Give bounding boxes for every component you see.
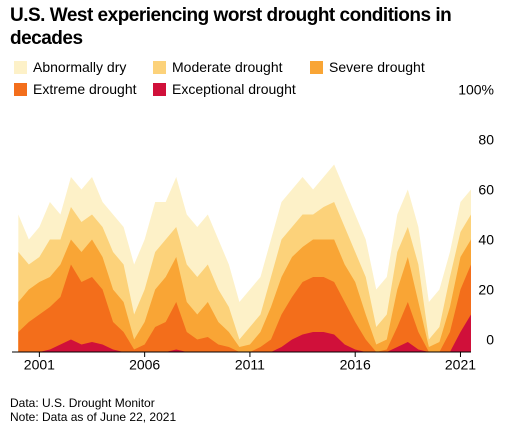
source-note: Data: U.S. Drought Monitor: [10, 396, 155, 410]
area: [18, 239, 471, 352]
chart-title: U.S. West experiencing worst drought con…: [10, 5, 452, 49]
x-tick-label: 2011: [235, 357, 265, 373]
y-tick-label: 80: [478, 132, 494, 148]
date-note: Note: Data as of June 22, 2021: [10, 410, 177, 424]
legend-swatch: [153, 60, 166, 74]
legend-swatch: [310, 60, 323, 74]
area: [18, 314, 471, 352]
legend-swatch: [14, 60, 27, 74]
x-tick-label: 2016: [340, 357, 371, 373]
x-tick-label: 2001: [24, 357, 55, 373]
x-tick-label: 2006: [129, 357, 160, 373]
legend-item: Moderate drought: [153, 59, 283, 75]
legend-item: Severe drought: [310, 59, 425, 75]
legend-label: Exceptional drought: [172, 81, 296, 97]
area: [18, 264, 471, 352]
legend-label: Moderate drought: [172, 59, 283, 75]
y-tick-label: 60: [478, 182, 494, 198]
y-tick-label: 100%: [458, 82, 494, 98]
legend-swatch: [153, 82, 166, 96]
legend-swatch: [14, 82, 27, 96]
legend-item: Extreme drought: [14, 81, 137, 97]
y-tick-label: 20: [478, 282, 494, 298]
y-tick-label: 40: [478, 232, 494, 248]
y-tick-label: 0: [486, 332, 494, 348]
legend-label: Severe drought: [329, 59, 425, 75]
legend-label: Extreme drought: [33, 81, 137, 97]
legend-label: Abnormally dry: [33, 59, 127, 75]
legend-item: Abnormally dry: [14, 59, 126, 75]
x-tick-label: 2021: [445, 357, 476, 373]
legend-item: Exceptional drought: [153, 81, 296, 97]
